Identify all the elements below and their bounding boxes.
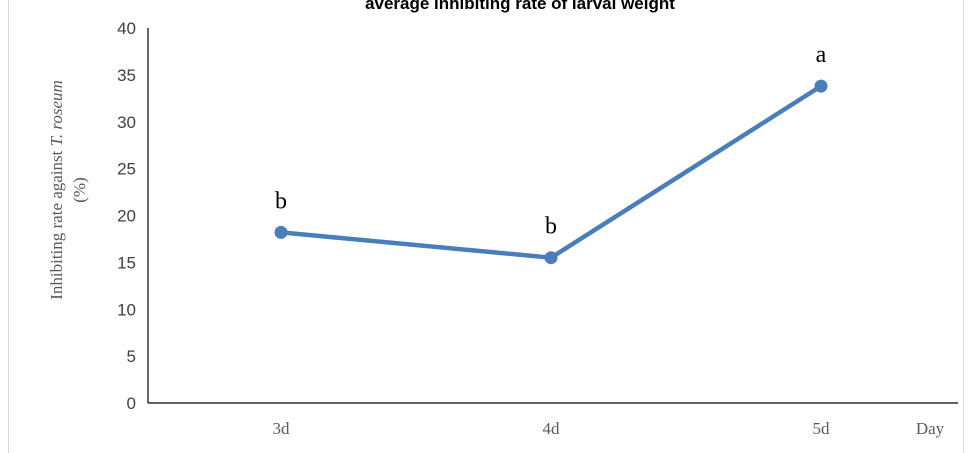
y-tick-label: 35 (117, 66, 136, 85)
data-point (274, 225, 288, 239)
y-tick-label: 5 (127, 347, 136, 366)
chart-title: average inhibiting rate of larval weight (365, 0, 675, 13)
significance-label: b (545, 214, 557, 240)
y-axis-label-species: T. roseum (47, 80, 66, 146)
y-tick-label: 10 (117, 300, 136, 319)
significance-label: b (275, 188, 287, 214)
chart-frame (8, 0, 964, 453)
svg-text:Inhibiting rate against T. ros: Inhibiting rate against T. roseum (47, 80, 66, 300)
x-axis-title: Day (916, 419, 945, 438)
y-tick-labels: 0 5 10 15 20 25 30 35 40 (117, 19, 136, 413)
data-point (814, 79, 828, 93)
x-tick-label: 5d (813, 419, 831, 438)
data-point (544, 251, 558, 265)
significance-label: a (816, 42, 827, 68)
significance-labels: b b a (275, 42, 827, 240)
x-tick-labels: 3d 4d 5d (273, 419, 831, 438)
x-tick-label: 3d (273, 419, 291, 438)
x-tick-label: 4d (543, 419, 561, 438)
y-axis-title: Inhibiting rate against T. roseum (47, 80, 66, 300)
y-axis-label-main: Inhibiting rate against (47, 146, 66, 299)
data-points (274, 79, 828, 265)
y-tick-label: 40 (117, 19, 136, 38)
y-axis-label-unit: (%) (70, 177, 89, 202)
y-tick-label: 0 (127, 394, 136, 413)
y-tick-label: 30 (117, 113, 136, 132)
y-tick-label: 20 (117, 207, 136, 226)
y-tick-label: 25 (117, 160, 136, 179)
y-tick-label: 15 (117, 253, 136, 272)
